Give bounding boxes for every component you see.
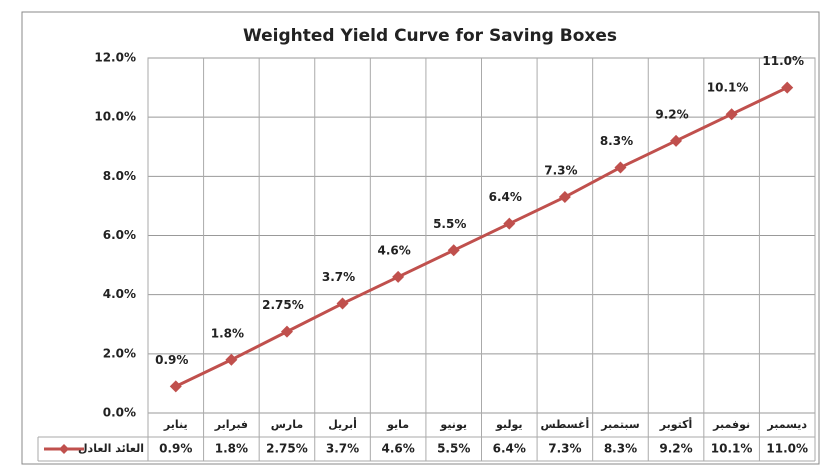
marker [614, 161, 627, 174]
marker [725, 108, 738, 121]
data-label: 2.75% [262, 298, 304, 312]
table-value: 2.75% [266, 442, 308, 456]
chart-frame [21, 11, 820, 465]
x-tick-label: يونيو [439, 418, 467, 431]
marker [225, 353, 238, 366]
table-value: 10.1% [711, 442, 753, 456]
marker [558, 191, 571, 204]
marker [280, 325, 293, 338]
series-line [175, 86, 788, 388]
x-tick-label: أكتوبر [659, 417, 693, 431]
y-tick-label: 6.0% [103, 228, 136, 242]
table-value: 7.3% [548, 442, 581, 456]
chart-title: Weighted Yield Curve for Saving Boxes [243, 26, 617, 46]
x-tick-label: مايو [386, 418, 409, 431]
x-tick-label: مارس [271, 418, 303, 431]
data-label: 8.3% [600, 134, 633, 148]
data-label: 0.9% [155, 353, 188, 367]
marker [670, 134, 683, 147]
data-label: 5.5% [433, 217, 466, 231]
table-value: 3.7% [326, 442, 359, 456]
data-label: 6.4% [489, 190, 522, 204]
data-label: 1.8% [211, 326, 244, 340]
marker [781, 81, 794, 94]
y-tick-label: 10.0% [94, 110, 136, 124]
y-tick-label: 12.0% [94, 51, 136, 65]
marker [336, 297, 349, 310]
data-label: 7.3% [544, 164, 577, 178]
table-value: 4.6% [381, 442, 414, 456]
data-label: 9.2% [655, 107, 688, 121]
table-value: 11.0% [766, 442, 808, 456]
marker [169, 380, 182, 393]
table-value: 0.9% [159, 442, 192, 456]
y-tick-label: 4.0% [103, 287, 136, 301]
marker [447, 244, 460, 257]
x-tick-label: يناير [163, 418, 188, 431]
x-tick-label: فبراير [214, 418, 248, 431]
table-value: 6.4% [493, 442, 526, 456]
y-tick-label: 0.0% [103, 406, 136, 420]
data-label: 11.0% [762, 54, 804, 68]
x-tick-label: نوفمبر [712, 418, 750, 431]
data-label: 3.7% [322, 270, 355, 284]
y-tick-label: 8.0% [103, 169, 136, 183]
x-tick-label: أغسطس [541, 417, 590, 431]
data-label: 4.6% [377, 243, 410, 257]
table-value: 9.2% [659, 442, 692, 456]
x-tick-label: سبتمبر [600, 418, 640, 431]
legend-marker [59, 444, 69, 454]
x-tick-label: يوليو [495, 418, 523, 431]
marker [503, 217, 516, 230]
legend-label: العائد العادل [78, 442, 144, 455]
table-value: 5.5% [437, 442, 470, 456]
table-value: 8.3% [604, 442, 637, 456]
y-tick-label: 2.0% [103, 346, 136, 360]
x-tick-label: أبريل [328, 417, 357, 431]
data-label: 10.1% [707, 81, 749, 95]
x-tick-label: ديسمبر [766, 418, 807, 431]
table-value: 1.8% [215, 442, 248, 456]
marker [392, 270, 405, 283]
